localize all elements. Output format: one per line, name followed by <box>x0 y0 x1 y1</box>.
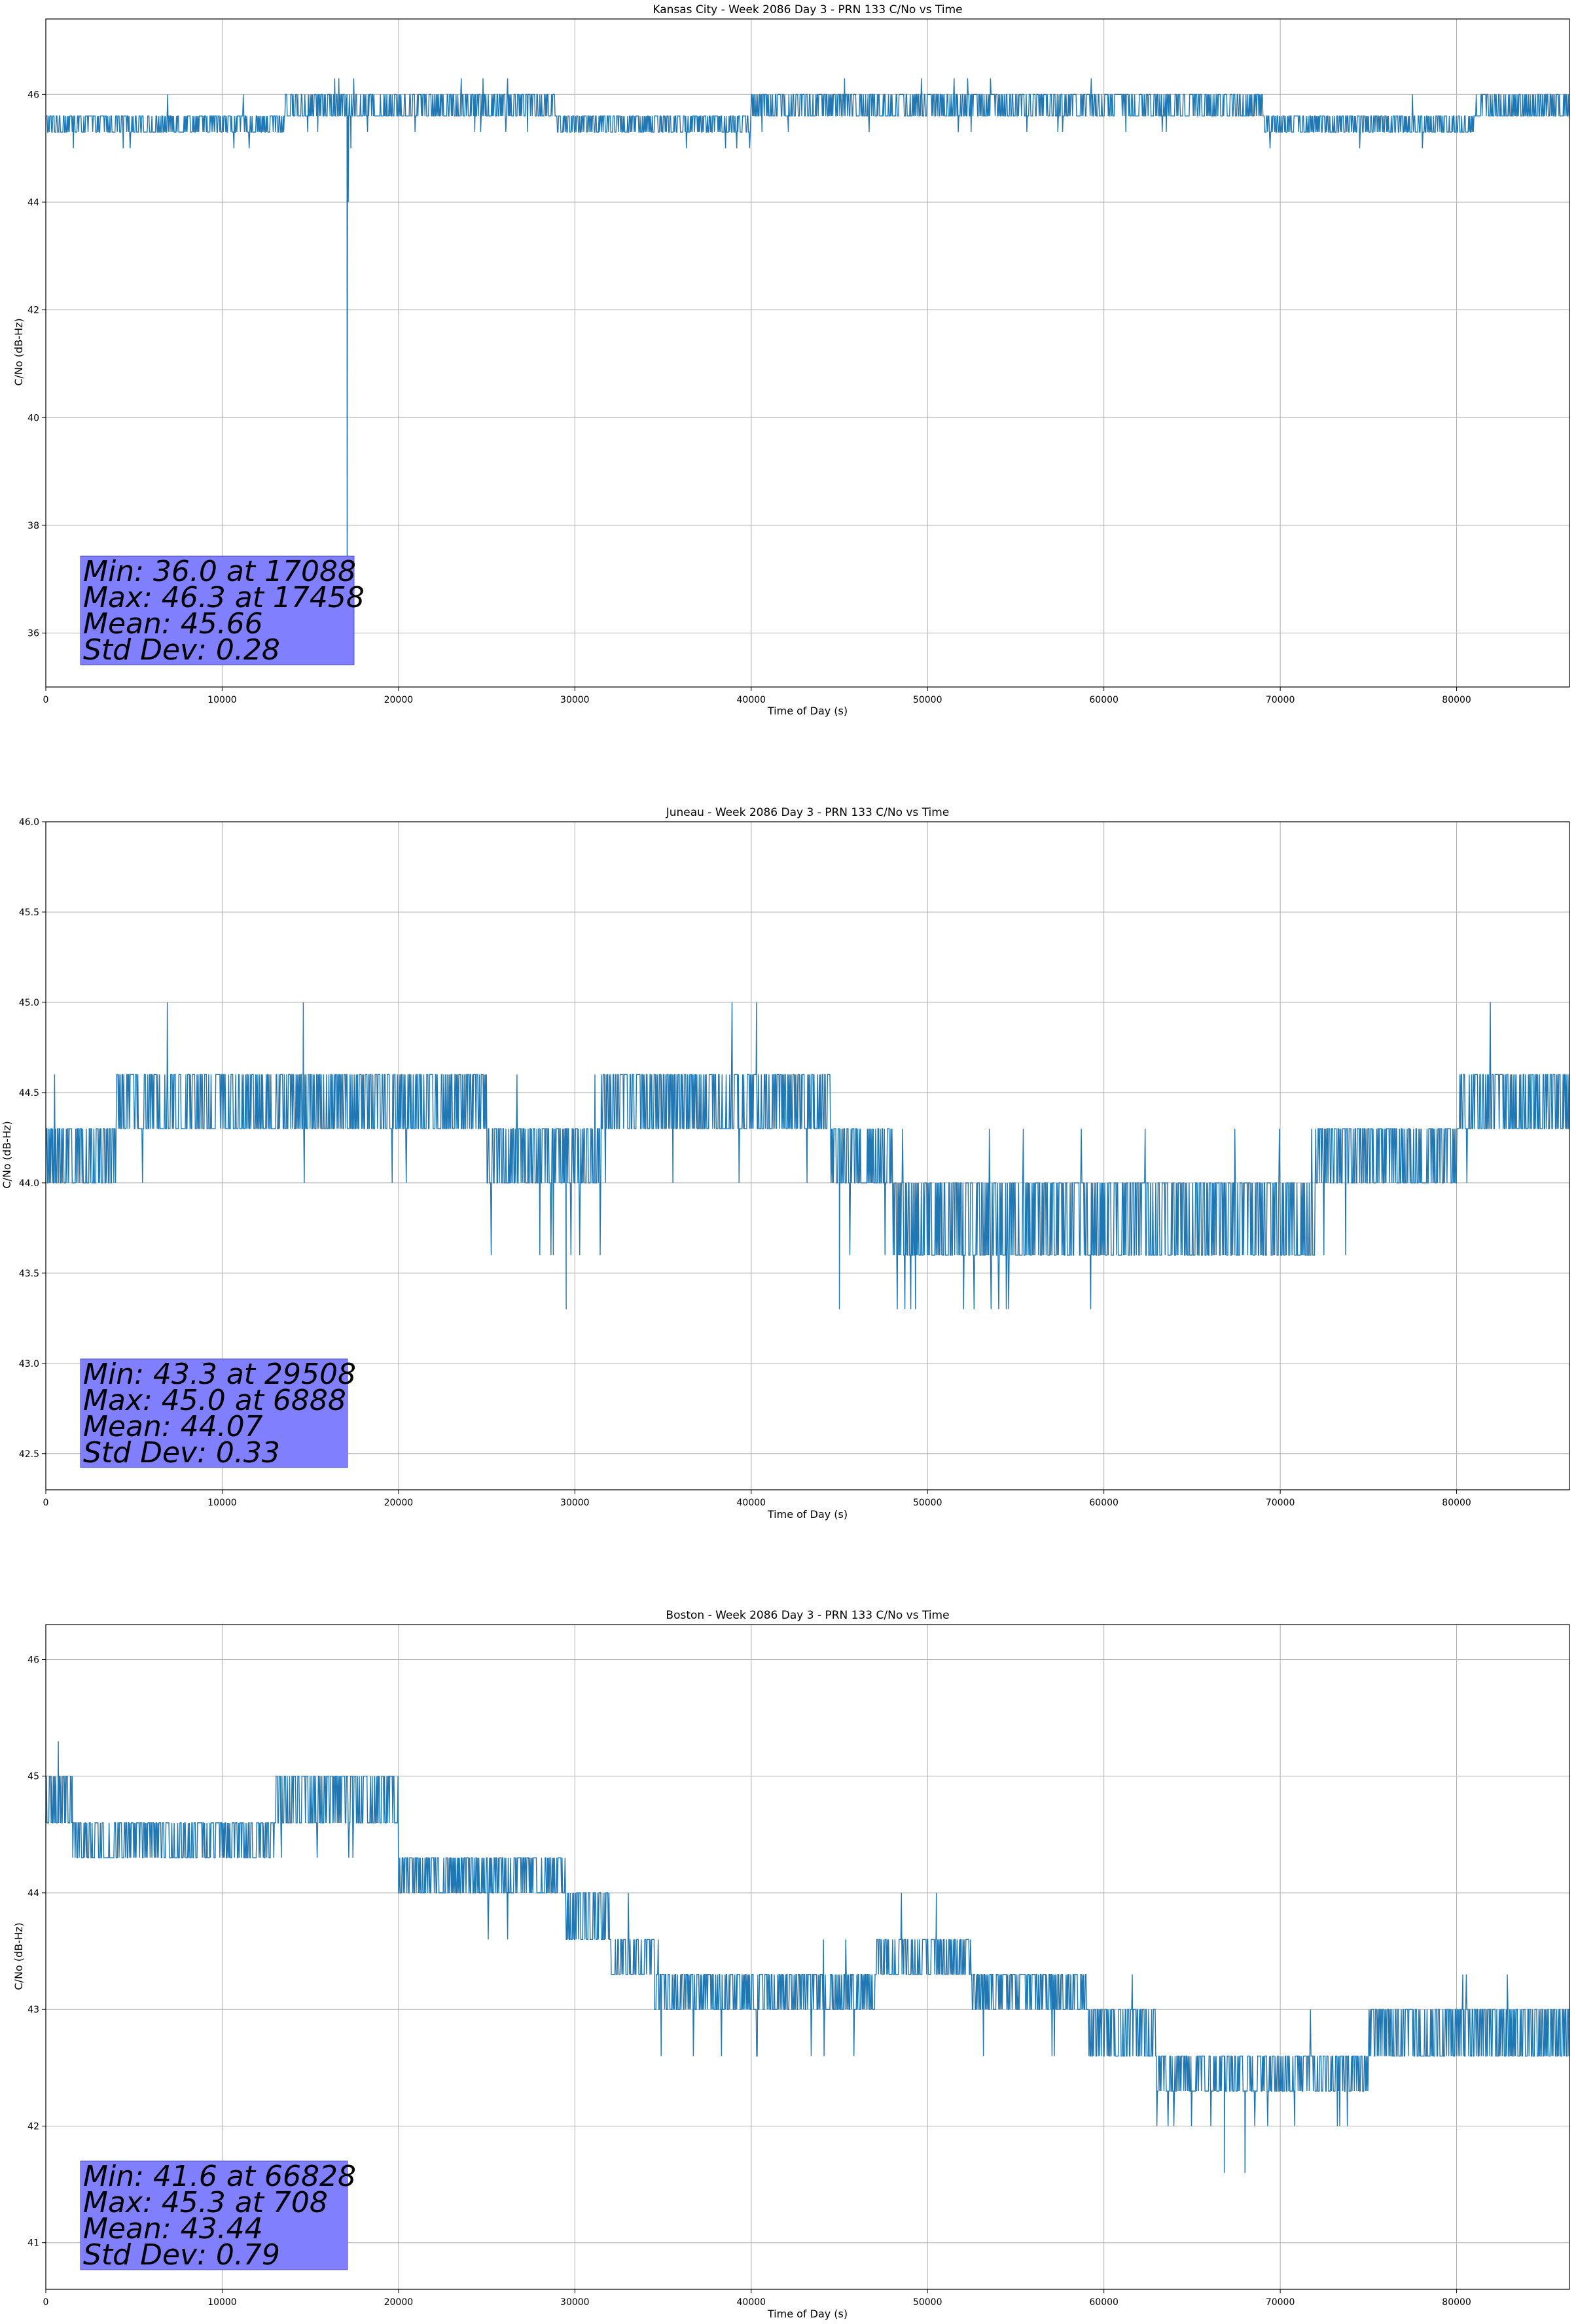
x-tick-label: 50000 <box>913 695 942 705</box>
x-tick-label: 20000 <box>384 2297 414 2308</box>
y-tick-label: 43.5 <box>19 1269 39 1279</box>
x-tick-label: 0 <box>43 2297 49 2308</box>
x-axis-label: Time of Day (s) <box>767 1508 848 1521</box>
x-tick-label: 0 <box>43 1498 49 1508</box>
x-tick-label: 50000 <box>913 1498 942 1508</box>
stats-box <box>80 1358 348 1468</box>
chart-title: Juneau - Week 2086 Day 3 - PRN 133 C/No … <box>666 806 950 819</box>
stats-line: Mean: 43.44 <box>83 2212 263 2245</box>
x-tick-label: 40000 <box>737 1498 766 1508</box>
stats-line: Mean: 45.66 <box>83 607 263 641</box>
plot-frame <box>45 1624 1570 2290</box>
subplot-kansas-city: Kansas City - Week 2086 Day 3 - PRN 133 … <box>12 3 1570 717</box>
x-axis-label: Time of Day (s) <box>767 2308 848 2320</box>
y-tick-label: 45.5 <box>19 907 39 918</box>
plot-frame <box>45 821 1570 1490</box>
subplot-juneau: Juneau - Week 2086 Day 3 - PRN 133 C/No … <box>1 806 1570 1521</box>
stats-line: Std Dev: 0.28 <box>83 633 280 667</box>
y-tick-label: 43 <box>27 2005 39 2015</box>
x-tick-label: 60000 <box>1089 2297 1119 2308</box>
x-tick-label: 30000 <box>560 1498 590 1508</box>
x-tick-label: 30000 <box>560 695 590 705</box>
series-line <box>45 1741 1570 2173</box>
y-tick-label: 44.5 <box>19 1088 39 1099</box>
x-tick-label: 20000 <box>384 695 414 705</box>
x-tick-label: 50000 <box>913 2297 942 2308</box>
stats-line: Std Dev: 0.33 <box>83 1436 280 1470</box>
gridlines <box>46 1625 1569 2289</box>
stats-line: Max: 45.0 at 6888 <box>83 1384 346 1417</box>
y-tick-label: 42.5 <box>19 1449 39 1460</box>
chart-title: Kansas City - Week 2086 Day 3 - PRN 133 … <box>653 3 962 16</box>
y-tick-label: 36 <box>27 629 39 639</box>
y-tick-label: 38 <box>27 521 39 531</box>
y-axis-label: C/No (dB-Hz) <box>12 318 25 385</box>
x-tick-label: 10000 <box>207 695 237 705</box>
x-tick-label: 10000 <box>207 2297 237 2308</box>
y-tick-label: 45.0 <box>19 998 39 1008</box>
x-tick-label: 30000 <box>560 2297 590 2308</box>
x-tick-label: 0 <box>43 695 49 705</box>
y-tick-label: 46 <box>27 1655 39 1665</box>
chart-title: Boston - Week 2086 Day 3 - PRN 133 C/No … <box>666 1609 949 1622</box>
y-tick-label: 46 <box>27 90 39 100</box>
y-tick-label: 42 <box>27 306 39 316</box>
y-tick-label: 45 <box>27 1772 39 1782</box>
stats-box <box>80 555 355 665</box>
stats-line: Std Dev: 0.79 <box>83 2238 280 2272</box>
x-tick-label: 20000 <box>384 1498 414 1508</box>
stats-box <box>80 2160 348 2270</box>
y-tick-label: 41 <box>27 2238 39 2249</box>
stats-line: Min: 41.6 at 66828 <box>83 2160 356 2193</box>
x-tick-label: 80000 <box>1442 695 1471 705</box>
y-tick-label: 43.0 <box>19 1359 39 1369</box>
subplot-boston: Boston - Week 2086 Day 3 - PRN 133 C/No … <box>12 1609 1570 2320</box>
x-tick-label: 10000 <box>207 1498 237 1508</box>
x-tick-label: 70000 <box>1266 2297 1295 2308</box>
x-tick-label: 70000 <box>1266 695 1295 705</box>
x-tick-label: 60000 <box>1089 695 1119 705</box>
x-tick-label: 80000 <box>1442 1498 1471 1508</box>
y-tick-label: 44 <box>27 198 39 208</box>
x-tick-label: 80000 <box>1442 2297 1471 2308</box>
x-tick-label: 70000 <box>1266 1498 1295 1508</box>
series-line <box>46 78 1569 633</box>
stats-line: Max: 45.3 at 708 <box>83 2186 328 2219</box>
y-tick-label: 44 <box>27 1888 39 1899</box>
stats-line: Min: 36.0 at 17088 <box>83 555 356 588</box>
y-tick-label: 42 <box>27 2121 39 2132</box>
stats-line: Min: 43.3 at 29508 <box>83 1358 356 1391</box>
series-line <box>45 1002 1570 1310</box>
y-tick-label: 40 <box>27 413 39 423</box>
y-tick-label: 46.0 <box>19 817 39 828</box>
x-tick-label: 60000 <box>1089 1498 1119 1508</box>
x-axis-label: Time of Day (s) <box>767 705 848 717</box>
plot-frame <box>45 18 1570 688</box>
x-tick-label: 40000 <box>737 695 766 705</box>
x-tick-label: 40000 <box>737 2297 766 2308</box>
stats-line: Max: 46.3 at 17458 <box>83 581 365 614</box>
y-tick-label: 44.0 <box>19 1178 39 1189</box>
y-axis-label: C/No (dB-Hz) <box>1 1121 13 1188</box>
stats-line: Mean: 44.07 <box>83 1410 263 1443</box>
y-axis-label: C/No (dB-Hz) <box>12 1922 25 1990</box>
